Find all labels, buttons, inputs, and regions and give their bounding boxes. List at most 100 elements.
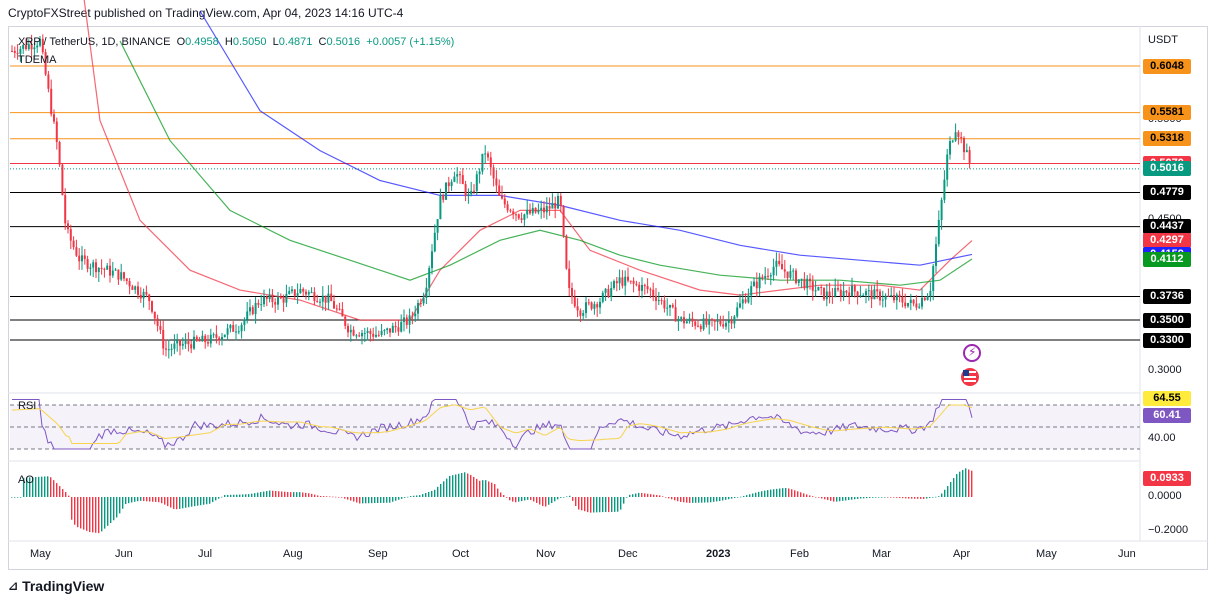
- candle-body: [333, 301, 335, 309]
- candle-body: [781, 264, 783, 270]
- candle-body: [853, 285, 856, 292]
- candle-body: [117, 269, 120, 280]
- candle-body: [834, 288, 837, 297]
- ao-bar: [671, 497, 673, 500]
- ao-bar: [71, 497, 73, 520]
- candle-body: [274, 302, 277, 305]
- candle-body: [806, 278, 809, 289]
- price-tag: 0.4112: [1143, 251, 1191, 267]
- candle-body: [431, 251, 433, 269]
- candle-body: [697, 325, 699, 327]
- ao-bar: [485, 480, 487, 497]
- ao-bar: [20, 497, 22, 498]
- ao-bar: [413, 495, 415, 497]
- us-flag-icon[interactable]: [961, 368, 979, 386]
- candle-body: [260, 304, 263, 306]
- candle-body: [663, 300, 666, 309]
- candle-body: [568, 268, 571, 289]
- candle-body: [428, 268, 431, 288]
- candle-body: [722, 324, 725, 327]
- moving-average-line[interactable]: [70, 0, 973, 321]
- ao-bar: [257, 492, 259, 497]
- ao-bar: [455, 474, 457, 497]
- tradingview-logo-icon: ⊿: [8, 579, 19, 593]
- ao-bar: [824, 497, 826, 500]
- candle-body: [683, 317, 685, 324]
- legend-change: +0.0057 (+1.15%): [366, 36, 455, 48]
- candle-body: [719, 320, 722, 325]
- candle-body: [204, 335, 207, 343]
- ao-bar: [776, 488, 778, 497]
- candle-body: [167, 349, 170, 351]
- candle-body: [215, 334, 218, 338]
- ao-bar: [188, 497, 190, 508]
- candle-body: [55, 121, 58, 143]
- lightning-icon[interactable]: ⚡: [963, 344, 981, 362]
- candle-body: [512, 211, 515, 215]
- ao-bar: [83, 497, 85, 530]
- candle-body: [837, 288, 839, 290]
- candle-body: [209, 334, 212, 344]
- ao-bar: [710, 497, 712, 503]
- candle-body: [599, 301, 601, 308]
- candle-body: [366, 330, 369, 333]
- ao-bar: [815, 496, 817, 498]
- candle-body: [747, 295, 750, 303]
- candle-body: [699, 325, 702, 330]
- candle-body: [156, 318, 159, 327]
- ao-bar: [341, 497, 343, 498]
- candle-body: [733, 316, 736, 324]
- candle-body: [506, 204, 509, 211]
- ao-bar: [755, 492, 757, 497]
- footer: ⊿ TradingView: [8, 578, 104, 594]
- candle-body: [946, 154, 949, 180]
- candle-body: [949, 141, 951, 155]
- candle-body: [909, 299, 912, 303]
- candle-body: [954, 132, 957, 141]
- ao-bar: [632, 494, 634, 497]
- ao-bar: [92, 497, 94, 533]
- candle-body: [358, 335, 361, 337]
- ao-bar: [119, 497, 121, 514]
- candle-body: [11, 50, 13, 52]
- ao-bar: [704, 497, 706, 503]
- candle-body: [114, 269, 117, 271]
- ao-bar: [308, 493, 310, 497]
- ao-bar: [434, 489, 436, 497]
- ao-bar: [563, 497, 565, 498]
- candle-body: [487, 153, 489, 158]
- candle-body: [809, 278, 811, 282]
- legend-c-value: 0.5016: [326, 36, 361, 48]
- candle-body: [237, 331, 240, 333]
- ao-bar: [278, 491, 280, 497]
- ao-bar: [410, 496, 412, 497]
- ao-bar: [62, 489, 64, 497]
- legend-symbol[interactable]: XRP / TetherUS, 1D, BINANCE: [18, 36, 171, 48]
- ao-bar: [746, 495, 748, 497]
- ao-bar: [137, 497, 139, 502]
- rsi-label[interactable]: RSI: [18, 400, 37, 412]
- axis-tick-0300: 0.3000: [1148, 364, 1182, 376]
- candle-body: [543, 207, 545, 213]
- moving-average-line[interactable]: [119, 40, 973, 286]
- candle-body: [235, 331, 237, 333]
- candle-body: [212, 334, 215, 336]
- candle-body: [797, 279, 800, 283]
- ao-label[interactable]: AO: [18, 474, 34, 486]
- ao-bar: [962, 470, 964, 497]
- moving-average-line[interactable]: [199, 10, 973, 266]
- rsi-value-tag: 64.55: [1143, 391, 1191, 406]
- time-axis-label: Oct: [452, 548, 470, 560]
- candle-body: [789, 271, 792, 278]
- candle-body: [456, 174, 459, 177]
- ao-bar: [698, 497, 700, 503]
- candle-body: [243, 319, 246, 325]
- legend-indicator[interactable]: TDEMA: [18, 54, 57, 66]
- ao-bar: [779, 488, 781, 497]
- ao-bar: [560, 497, 562, 498]
- candle-body: [795, 270, 797, 283]
- legend-l-value: 0.4871: [278, 36, 313, 48]
- candle-body: [758, 276, 761, 289]
- ao-bar: [821, 497, 823, 499]
